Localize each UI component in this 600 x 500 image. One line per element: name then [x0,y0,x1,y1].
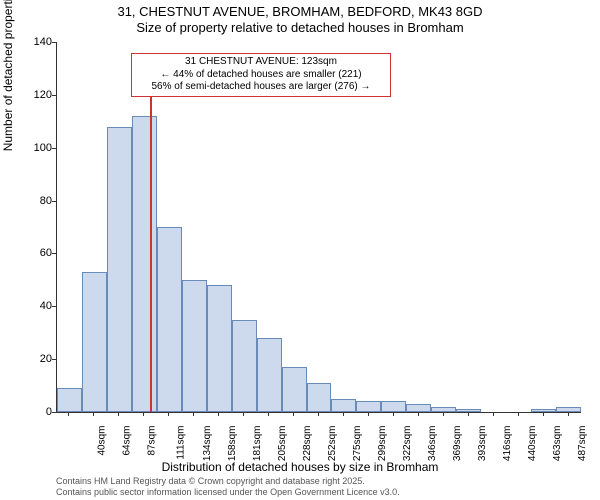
ytick-label: 80 [40,195,52,207]
xtick-label: 416sqm [502,426,513,462]
chart-title-main: 31, CHESTNUT AVENUE, BROMHAM, BEDFORD, M… [0,4,600,19]
histogram-bar [157,227,182,412]
xtick-label: 369sqm [452,426,463,462]
x-axis-label: Distribution of detached houses by size … [0,460,600,474]
annotation-line: 56% of semi-detached houses are larger (… [136,81,386,94]
histogram-bar [207,285,232,412]
xtick-label: 299sqm [377,426,388,462]
histogram-bar [282,367,307,412]
xtick-mark [293,412,294,416]
xtick-mark [268,412,269,416]
xtick-label: 346sqm [427,426,438,462]
xtick-mark [468,412,469,416]
xtick-label: 64sqm [122,426,133,456]
ytick-label: 100 [34,142,52,154]
xtick-mark [193,412,194,416]
ytick-label: 120 [34,89,52,101]
xtick-mark [543,412,544,416]
xtick-mark [393,412,394,416]
footer-line-1: Contains HM Land Registry data © Crown c… [56,476,400,487]
histogram-bar [307,383,332,412]
xtick-label: 322sqm [402,426,413,462]
annotation-line: 31 CHESTNUT AVENUE: 123sqm [136,56,386,69]
histogram-bar [257,338,282,412]
xtick-label: 181sqm [252,426,263,462]
histogram-bar [82,272,107,412]
histogram-bar [531,409,556,412]
plot-area [56,42,581,413]
histogram-bar [431,407,456,412]
xtick-mark [243,412,244,416]
xtick-label: 111sqm [176,426,187,460]
xtick-mark [343,412,344,416]
chart-title-sub: Size of property relative to detached ho… [0,20,600,35]
ytick-label: 60 [40,247,52,259]
xtick-mark [493,412,494,416]
xtick-label: 205sqm [277,426,288,462]
histogram-bar [406,404,431,412]
histogram-bar [57,388,82,412]
ytick-label: 20 [40,353,52,365]
xtick-mark [118,412,119,416]
histogram-bar [132,116,157,412]
chart-container: 31, CHESTNUT AVENUE, BROMHAM, BEDFORD, M… [0,0,600,500]
xtick-label: 87sqm [147,426,158,456]
xtick-mark [143,412,144,416]
xtick-label: 40sqm [97,426,108,456]
marker-line [150,95,152,412]
histogram-bar [182,280,207,412]
footer-line-2: Contains public sector information licen… [56,487,400,498]
xtick-mark [368,412,369,416]
xtick-label: 252sqm [327,426,338,462]
histogram-bar [381,401,406,412]
xtick-label: 463sqm [552,426,563,462]
histogram-bar [331,399,356,412]
xtick-label: 158sqm [227,426,238,462]
histogram-bar [232,320,257,413]
xtick-label: 134sqm [202,426,213,462]
xtick-mark [93,412,94,416]
xtick-label: 487sqm [577,426,588,462]
histogram-bar [356,401,381,412]
xtick-mark [218,412,219,416]
xtick-label: 440sqm [527,426,538,462]
xtick-label: 228sqm [302,426,313,462]
annotation-box: 31 CHESTNUT AVENUE: 123sqm← 44% of detac… [131,53,391,97]
xtick-mark [568,412,569,416]
xtick-mark [168,412,169,416]
xtick-label: 393sqm [477,426,488,462]
footer-attribution: Contains HM Land Registry data © Crown c… [56,476,400,498]
ytick-label: 140 [34,36,52,48]
histogram-bar [556,407,581,412]
xtick-mark [443,412,444,416]
xtick-mark [518,412,519,416]
ytick-label: 40 [40,300,52,312]
y-axis-label: Number of detached properties [1,0,15,151]
histogram-bar [107,127,132,412]
xtick-mark [318,412,319,416]
xtick-label: 275sqm [352,426,363,462]
xtick-mark [68,412,69,416]
xtick-mark [418,412,419,416]
annotation-line: ← 44% of detached houses are smaller (22… [136,69,386,82]
histogram-bar [456,409,481,412]
